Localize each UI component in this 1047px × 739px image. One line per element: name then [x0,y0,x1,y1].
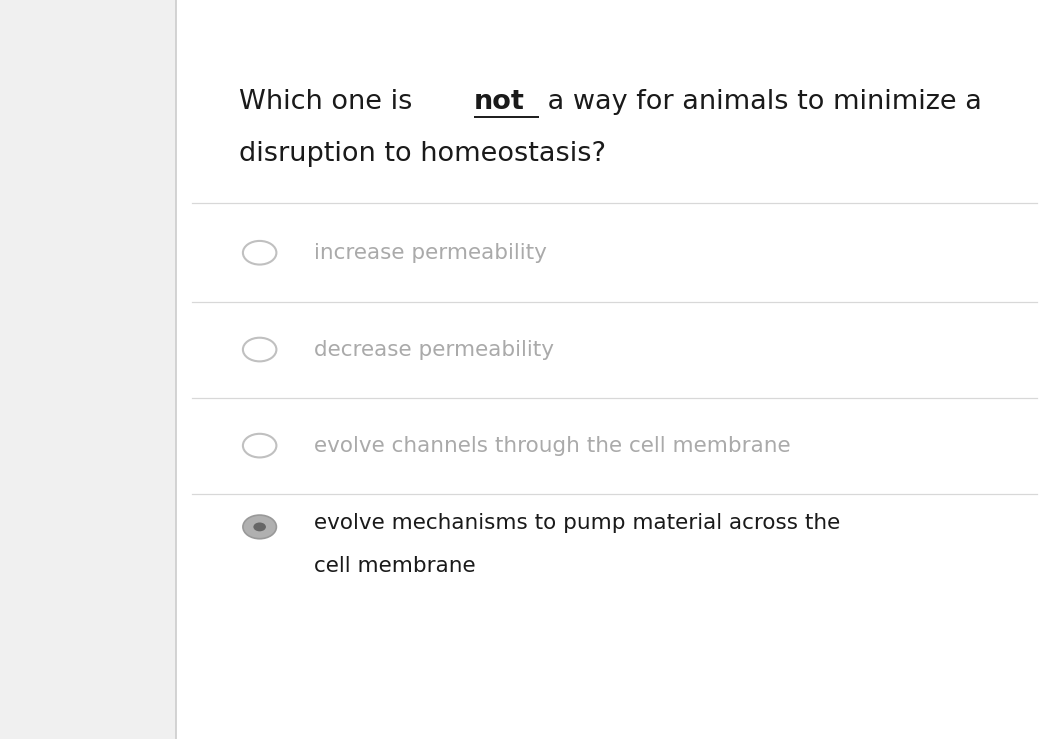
Circle shape [253,522,266,531]
Text: not: not [473,89,525,115]
Bar [176,0,1047,739]
Text: a way for animals to minimize a: a way for animals to minimize a [539,89,982,115]
Text: decrease permeability: decrease permeability [314,339,554,360]
Text: disruption to homeostasis?: disruption to homeostasis? [239,140,606,167]
Text: Which one is: Which one is [239,89,421,115]
Circle shape [243,515,276,539]
Text: increase permeability: increase permeability [314,242,547,263]
Text: evolve mechanisms to pump material across the: evolve mechanisms to pump material acros… [314,513,841,534]
Text: evolve channels through the cell membrane: evolve channels through the cell membran… [314,435,790,456]
Text: cell membrane: cell membrane [314,556,475,576]
